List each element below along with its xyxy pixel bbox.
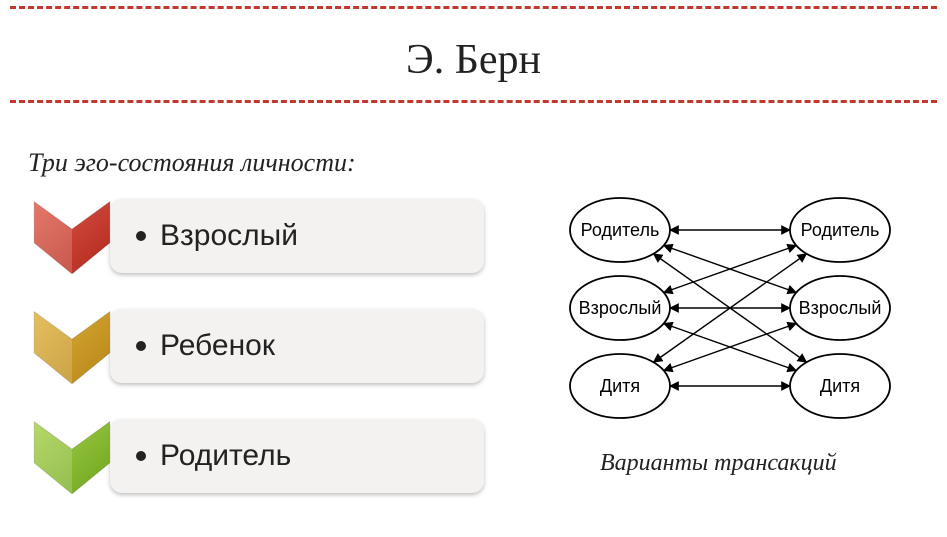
transaction-node: Родитель	[790, 198, 890, 262]
transaction-node-label: Дитя	[820, 376, 860, 396]
bullet-icon	[136, 231, 146, 241]
transaction-node-label: Дитя	[600, 376, 640, 396]
transaction-node-label: Родитель	[801, 220, 880, 240]
ego-state-row: Ребенок	[28, 300, 484, 392]
subtitle: Три эго-состояния личности:	[28, 148, 356, 178]
transaction-node: Дитя	[790, 354, 890, 418]
chevron-icon	[28, 193, 116, 279]
ego-state-label: Родитель	[160, 439, 291, 473]
transaction-node-label: Родитель	[581, 220, 660, 240]
transaction-diagram: Родитель Взрослый Дитя Родитель Взрослый Дитя	[540, 180, 920, 440]
ego-state-row: Родитель	[28, 410, 484, 502]
dashed-rule-bottom	[10, 100, 937, 103]
ego-state-label: Ребенок	[160, 329, 275, 363]
diagram-caption: Варианты трансакций	[600, 450, 837, 477]
chevron-icon	[28, 413, 116, 499]
transaction-node: Дитя	[570, 354, 670, 418]
dashed-rule-top	[10, 6, 937, 9]
ego-state-row: Взрослый	[28, 190, 484, 282]
ego-state-pill: Взрослый	[110, 199, 484, 273]
ego-state-label: Взрослый	[160, 219, 298, 253]
bullet-icon	[136, 451, 146, 461]
transaction-node: Взрослый	[570, 276, 670, 340]
chevron-icon	[28, 303, 116, 389]
bullet-icon	[136, 341, 146, 351]
page-title: Э. Берн	[0, 36, 947, 84]
ego-state-pill: Родитель	[110, 419, 484, 493]
transaction-node-label: Взрослый	[799, 298, 882, 318]
transaction-node: Взрослый	[790, 276, 890, 340]
ego-state-pill: Ребенок	[110, 309, 484, 383]
transaction-node: Родитель	[570, 198, 670, 262]
transaction-node-label: Взрослый	[579, 298, 662, 318]
ego-state-list: Взрослый Ребенок Родитель	[28, 190, 484, 520]
